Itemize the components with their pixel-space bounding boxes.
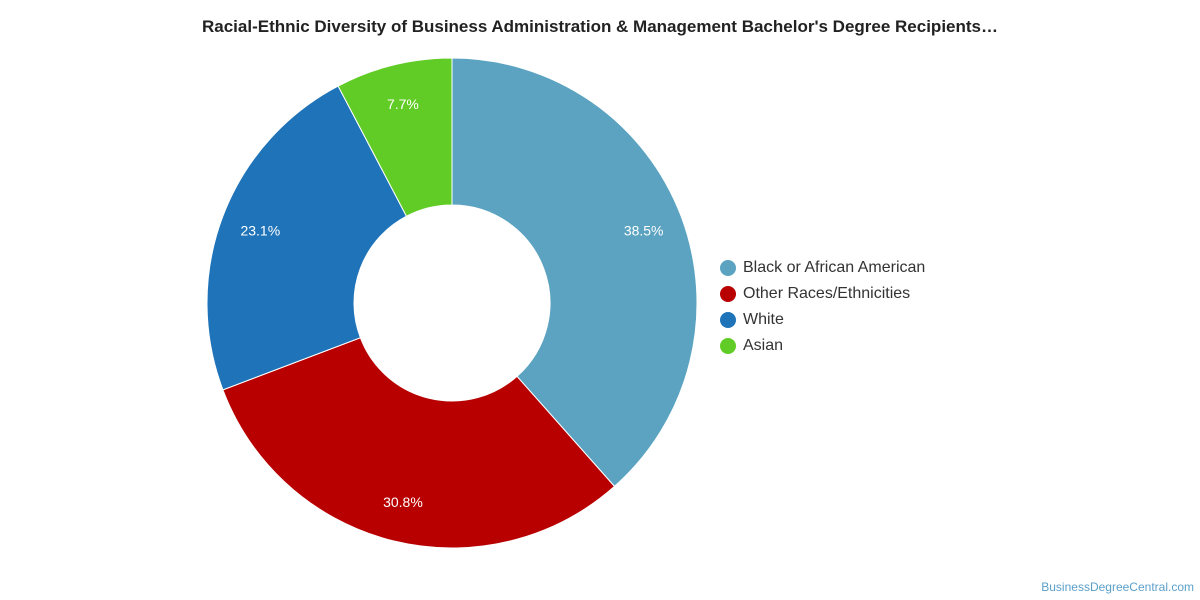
slice-value-label: 30.8% — [383, 494, 423, 510]
slice-black-or-african-american[interactable] — [451, 57, 698, 488]
legend-label: Black or African American — [743, 259, 926, 276]
legend-item-other-races-ethnicities[interactable]: Other Races/Ethnicities — [720, 281, 925, 307]
slice-value-label: 7.7% — [387, 96, 419, 112]
legend-marker-icon — [720, 338, 736, 354]
chart-title: Racial-Ethnic Diversity of Business Admi… — [201, 17, 998, 36]
legend-item-white[interactable]: White — [720, 307, 925, 333]
slice-other-races-ethnicities[interactable] — [222, 337, 616, 549]
legend-label: White — [743, 311, 784, 328]
slice-white[interactable] — [206, 85, 408, 391]
legend: Black or African American Other Races/Et… — [720, 255, 925, 359]
slice-asian[interactable] — [337, 57, 453, 217]
legend-label: Other Races/Ethnicities — [743, 285, 911, 302]
legend-item-asian[interactable]: Asian — [720, 333, 925, 359]
legend-marker-icon — [720, 312, 736, 328]
labels-layer: 38.5% 30.8% 23.1% 7.7% — [240, 96, 663, 510]
legend-marker-icon — [720, 286, 736, 302]
legend-item-black-or-african-american[interactable]: Black or African American — [720, 255, 925, 281]
slice-value-label: 38.5% — [624, 222, 664, 238]
source-credit[interactable]: BusinessDegreeCentral.com — [1041, 580, 1194, 594]
slices-layer — [206, 57, 698, 549]
slice-value-label: 23.1% — [240, 222, 280, 238]
legend-marker-icon — [720, 260, 736, 276]
legend-label: Asian — [743, 337, 784, 354]
